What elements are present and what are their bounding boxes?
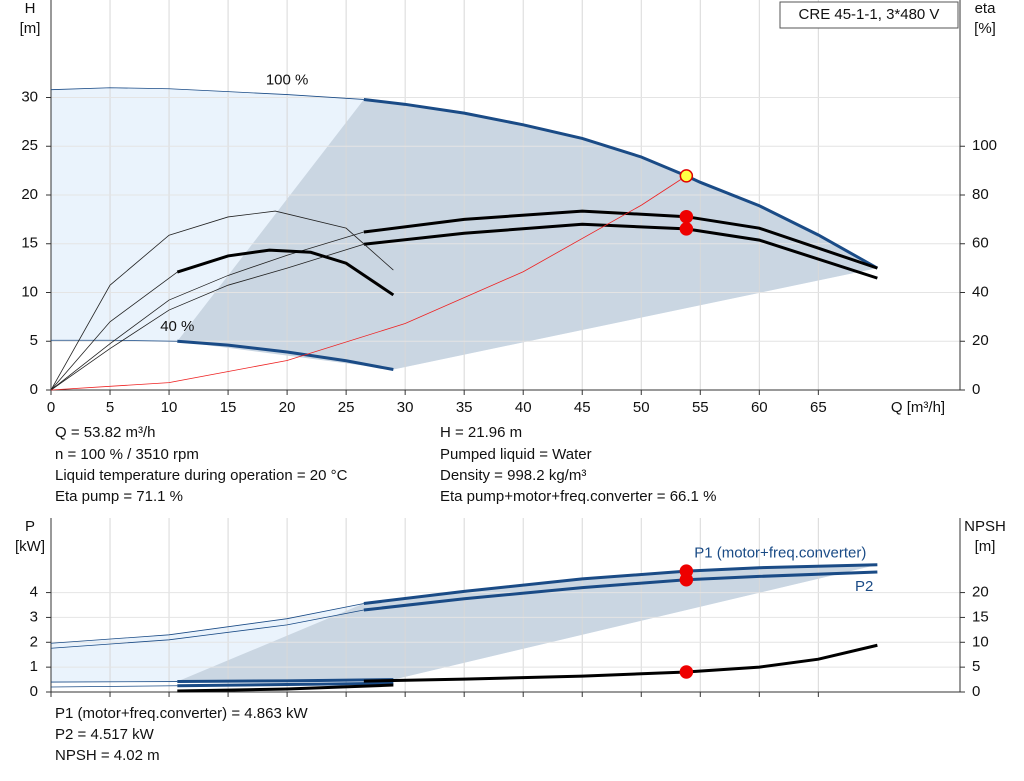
y2-tick-label: 10 xyxy=(972,633,989,650)
charts: 0 5 10 15 20 25 30 35 40 45 50 55 60 6505101520253002… xyxy=(15,0,1006,700)
info-text: NPSH = 4.02 m xyxy=(55,747,160,764)
y-axis-label: P xyxy=(25,518,35,535)
y-axis-unit: [kW] xyxy=(15,538,45,555)
curve xyxy=(50,243,364,391)
duty-point xyxy=(679,169,694,183)
info-text: Density = 998.2 kg/m³ xyxy=(440,467,586,484)
chart-title: CRE 45-1-1, 3*480 V xyxy=(799,6,940,23)
curve xyxy=(176,248,395,297)
curve xyxy=(50,175,687,391)
y2-tick-label: 80 xyxy=(972,186,989,203)
y-tick-label: 2 xyxy=(30,633,38,650)
y2-axis-label: eta xyxy=(975,0,997,17)
info-text: P2 = 4.517 kW xyxy=(55,726,155,743)
title-box xyxy=(779,1,959,29)
x-tick-label: 0 xyxy=(47,399,55,416)
x-tick-label: 40 xyxy=(515,399,532,416)
x-tick-label: 65 xyxy=(810,399,827,416)
legend-label: P2 xyxy=(855,578,873,595)
y2-tick-label: 100 xyxy=(972,137,997,154)
curve xyxy=(50,603,364,644)
y-tick-label: 15 xyxy=(21,235,38,252)
curve-label: 40 % xyxy=(160,318,194,335)
curve xyxy=(177,681,394,688)
y2-axis-label: NPSH xyxy=(964,518,1006,535)
x-tick-label: 60 xyxy=(751,399,768,416)
x-tick-label: 30 xyxy=(397,399,414,416)
x-tick-label: 15 xyxy=(220,399,237,416)
x-label-bg xyxy=(880,396,956,418)
info-text: H = 21.96 m xyxy=(440,424,522,441)
x-tick-label: 55 xyxy=(692,399,709,416)
y-axis-label: H xyxy=(25,0,36,17)
info-text: Eta pump+motor+freq.converter = 66.1 % xyxy=(440,488,716,505)
x-tick-label: 20 xyxy=(279,399,296,416)
y-tick-label: 20 xyxy=(21,186,38,203)
info-text: Eta pump = 71.1 % xyxy=(55,488,183,505)
curve xyxy=(363,97,879,270)
y-tick-label: 25 xyxy=(21,137,38,154)
curve-label: 100 % xyxy=(266,72,309,89)
curve xyxy=(177,678,394,684)
curve xyxy=(363,222,878,280)
curve xyxy=(50,685,178,688)
y2-tick-label: 40 xyxy=(972,283,989,300)
y2-tick-label: 20 xyxy=(972,584,989,601)
y2-tick-label: 15 xyxy=(972,608,989,625)
y-tick-label: 0 xyxy=(30,683,38,700)
y-tick-label: 10 xyxy=(21,283,38,300)
curve xyxy=(51,339,178,342)
y-tick-label: 30 xyxy=(21,88,38,105)
y-tick-label: 0 xyxy=(30,381,38,398)
info-text: Q = 53.82 m³/h xyxy=(55,424,155,441)
duty-point xyxy=(679,665,694,679)
duty-point xyxy=(679,572,694,587)
info-text: n = 100 % / 3510 rpm xyxy=(55,446,199,463)
x-tick-label: 45 xyxy=(574,399,591,416)
duty-point xyxy=(679,222,694,236)
legend-label: P1 (motor+freq.converter) xyxy=(694,545,866,562)
curve xyxy=(50,271,178,391)
info-text: Liquid temperature during operation = 20… xyxy=(55,467,348,484)
x-tick-label: 5 xyxy=(106,399,114,416)
x-tick-label: 50 xyxy=(633,399,650,416)
curve xyxy=(50,609,364,649)
curve xyxy=(363,570,878,612)
x-axis-label: Q [m³/h] xyxy=(891,399,945,416)
y2-axis-unit: [m] xyxy=(975,538,996,555)
x-tick-label: 10 xyxy=(161,399,178,416)
y2-tick-label: 0 xyxy=(972,381,980,398)
y2-tick-label: 5 xyxy=(972,658,980,675)
recommended-range xyxy=(177,564,878,682)
curve xyxy=(177,339,394,371)
curve xyxy=(363,209,878,270)
curve xyxy=(50,87,364,100)
y2-tick-label: 0 xyxy=(972,683,980,700)
x-tick-label: 25 xyxy=(338,399,355,416)
y-axis-unit: [m] xyxy=(20,20,41,37)
y2-axis-unit: [%] xyxy=(974,20,996,37)
info-text: P1 (motor+freq.converter) = 4.863 kW xyxy=(55,705,308,722)
duty-point xyxy=(679,209,694,224)
x-tick-label: 35 xyxy=(456,399,473,416)
curve xyxy=(363,563,878,605)
y-tick-label: 3 xyxy=(30,608,38,625)
recommended-range xyxy=(177,99,878,370)
y2-tick-label: 20 xyxy=(972,332,989,349)
y2-tick-label: 60 xyxy=(972,235,989,252)
info-text: Pumped liquid = Water xyxy=(440,446,592,463)
curve xyxy=(177,683,394,693)
y-tick-label: 1 xyxy=(30,658,38,675)
curve xyxy=(50,210,394,391)
y-tick-label: 4 xyxy=(30,584,38,601)
y-tick-label: 5 xyxy=(30,332,38,349)
